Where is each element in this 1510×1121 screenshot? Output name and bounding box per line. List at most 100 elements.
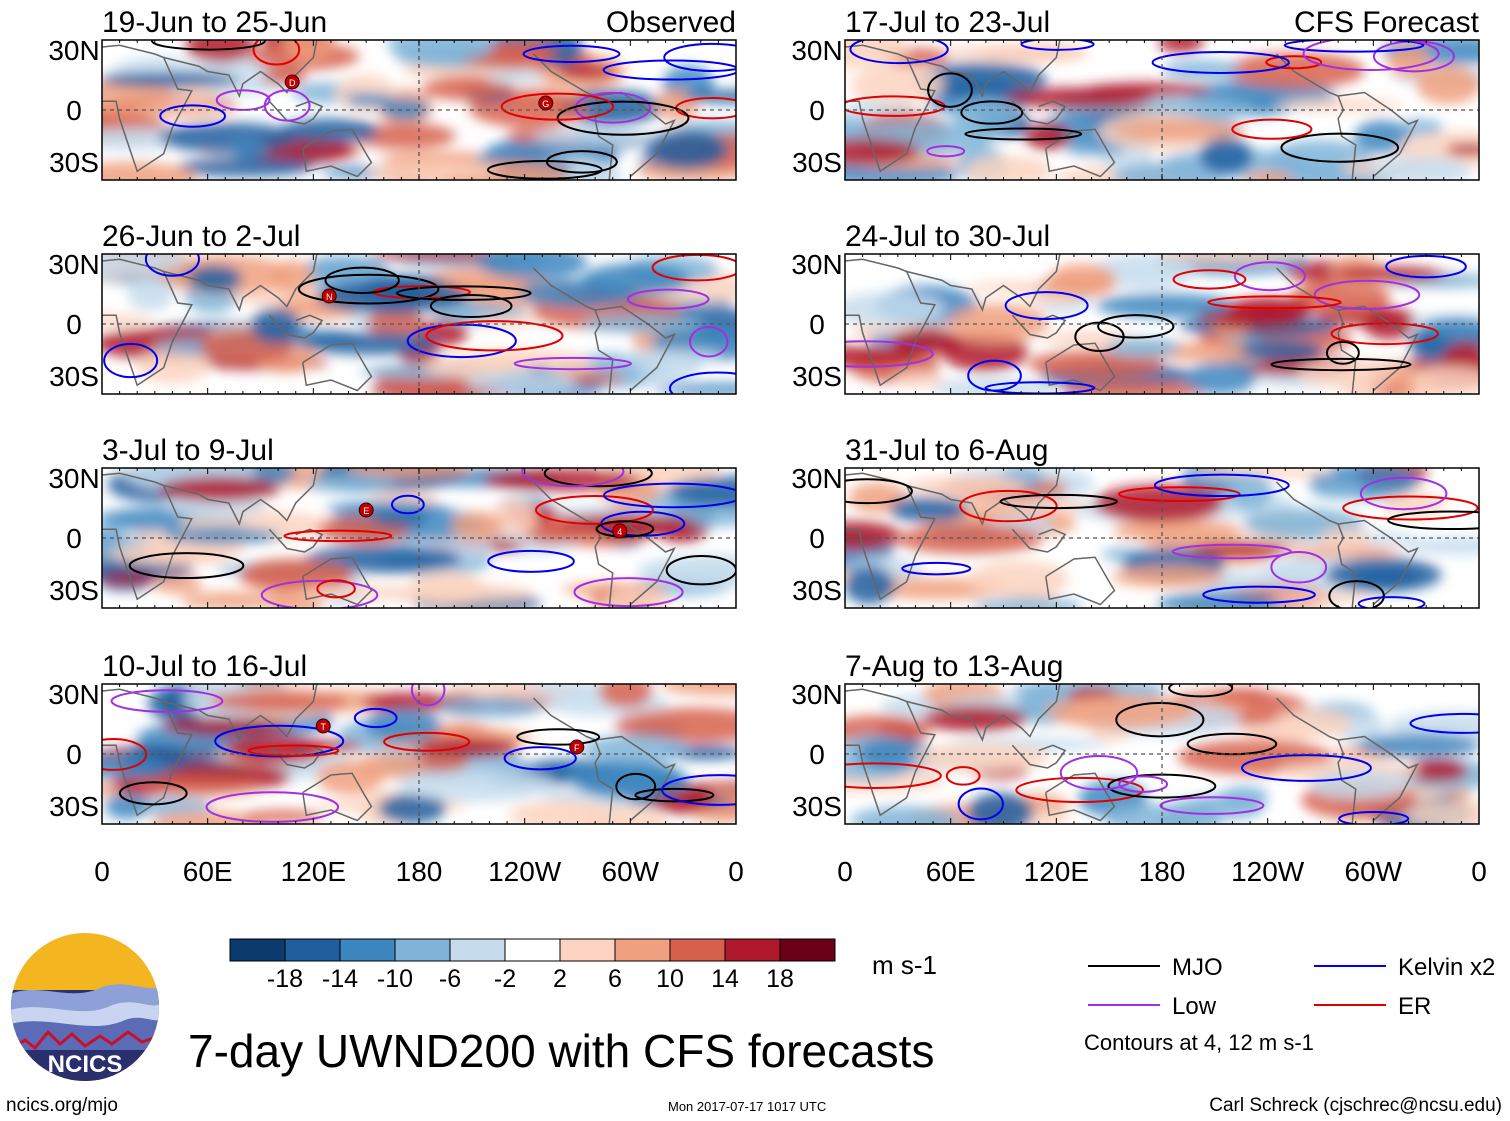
ncics-logo: NCICS: [11, 933, 159, 1081]
logo-text: NCICS: [48, 1051, 123, 1078]
contour-lines: [845, 40, 1455, 163]
storm-marker: E: [358, 502, 374, 518]
contour-note: Contours at 4, 12 m s-1: [1084, 1030, 1314, 1055]
colorbar-tick-label: 14: [711, 965, 739, 993]
storm-label: 4: [617, 527, 622, 537]
map-panel: D G 19-Jun to 25-Jun Observed 30N 0 30S: [48, 6, 737, 181]
coastlines: [102, 254, 676, 394]
storm-marker: N: [321, 288, 337, 304]
legend-label: ER: [1398, 993, 1431, 1020]
coastlines: [845, 40, 1419, 180]
y-tick-label: 30S: [49, 361, 99, 392]
panel-date-range: 24-Jul to 30-Jul: [845, 220, 1050, 253]
x-tick-label: 0: [728, 856, 744, 887]
anomaly-field: [845, 40, 1479, 180]
colorbar-swatch: [724, 938, 781, 962]
colorbar-swatch: [229, 938, 286, 962]
y-tick-label: 0: [809, 523, 825, 554]
anomaly-field: [102, 468, 736, 608]
y-tick-label: 30S: [792, 361, 842, 392]
y-tick-label: 30S: [792, 575, 842, 606]
colorbar: -18 -14 -10 -6 -2 2 6 10 14 18: [229, 938, 836, 993]
y-tick-label: 30N: [48, 35, 99, 66]
x-tick-label: 60E: [183, 856, 233, 887]
x-tick-label: 60W: [602, 856, 660, 887]
y-tick-label: 0: [66, 523, 82, 554]
storm-marker: G: [538, 95, 554, 111]
y-tick-label: 30N: [48, 463, 99, 494]
panel-date-range: 3-Jul to 9-Jul: [102, 434, 274, 467]
panel-date-range: 7-Aug to 13-Aug: [845, 650, 1063, 683]
colorbar-units: m s-1: [872, 950, 937, 980]
storm-marker: 4: [612, 523, 628, 539]
y-tick-label: 30N: [791, 249, 842, 280]
storm-label: E: [363, 506, 369, 516]
storm-label: N: [326, 292, 333, 302]
footer-link[interactable]: ncics.org/mjo: [6, 1095, 118, 1116]
y-tick-label: 0: [809, 95, 825, 126]
anomaly-field: [845, 684, 1479, 824]
panel-date-range: 19-Jun to 25-Jun: [102, 6, 327, 39]
footer-timestamp: Mon 2017-07-17 1017 UTC: [668, 1099, 827, 1114]
colorbar-tick-label: -6: [439, 965, 461, 993]
colorbar-swatch: [339, 938, 396, 962]
colorbar-tick-label: 18: [766, 965, 794, 993]
column-label: Observed: [606, 6, 736, 39]
y-tick-label: 30S: [792, 147, 842, 178]
colorbar-tick-label: 6: [608, 965, 622, 993]
colorbar-tick-label: -14: [322, 965, 358, 993]
legend-label: Kelvin x2: [1398, 954, 1495, 981]
y-tick-label: 0: [66, 95, 82, 126]
legend-item: ER: [1314, 993, 1431, 1020]
contour-lines: [128, 468, 736, 608]
storm-marker: T: [315, 718, 331, 734]
colorbar-tick-label: -10: [377, 965, 413, 993]
colorbar-swatch: [504, 938, 561, 962]
colorbar-tick-label: 2: [553, 965, 567, 993]
colorbar-tick-label: -18: [267, 965, 303, 993]
legend-label: MJO: [1172, 954, 1223, 981]
x-tick-label: 180: [1139, 856, 1186, 887]
x-tick-label: 120W: [1231, 856, 1305, 887]
panel-date-range: 10-Jul to 16-Jul: [102, 650, 307, 683]
y-tick-label: 30N: [791, 35, 842, 66]
colorbar-swatch: [779, 938, 836, 962]
y-tick-label: 0: [809, 309, 825, 340]
legend: MJO Kelvin x2 Low ER: [1088, 954, 1495, 1020]
x-tick-label: 180: [396, 856, 443, 887]
legend-item: Kelvin x2: [1314, 954, 1495, 981]
footer-credit: Carl Schreck (cjschrec@ncsu.edu): [1209, 1095, 1502, 1116]
x-tick-label: 120E: [1024, 856, 1089, 887]
x-tick-label: 120W: [488, 856, 562, 887]
x-tick-label: 120E: [281, 856, 346, 887]
y-tick-label: 30N: [48, 249, 99, 280]
anomaly-field: [102, 254, 736, 394]
y-tick-label: 0: [66, 309, 82, 340]
storm-label: D: [289, 78, 296, 88]
column-label: CFS Forecast: [1294, 6, 1480, 39]
contour-lines: [103, 254, 736, 394]
legend-item: MJO: [1088, 954, 1223, 981]
y-tick-label: 30N: [791, 463, 842, 494]
y-tick-label: 0: [809, 739, 825, 770]
colorbar-swatch: [614, 938, 671, 962]
storm-label: T: [320, 722, 326, 732]
anomaly-field: [102, 40, 736, 180]
x-tick-label: 60W: [1345, 856, 1403, 887]
panel-date-range: 17-Jul to 23-Jul: [845, 6, 1050, 39]
contour-lines: [102, 684, 736, 823]
y-tick-label: 30S: [792, 791, 842, 822]
contour-lines: [845, 684, 1479, 824]
y-tick-label: 30S: [49, 791, 99, 822]
colorbar-tick-label: -2: [494, 965, 516, 993]
storm-marker: D: [284, 74, 300, 90]
storm-marker: F: [569, 739, 585, 755]
colorbar-swatch: [394, 938, 451, 962]
contour-lines: [151, 40, 736, 180]
